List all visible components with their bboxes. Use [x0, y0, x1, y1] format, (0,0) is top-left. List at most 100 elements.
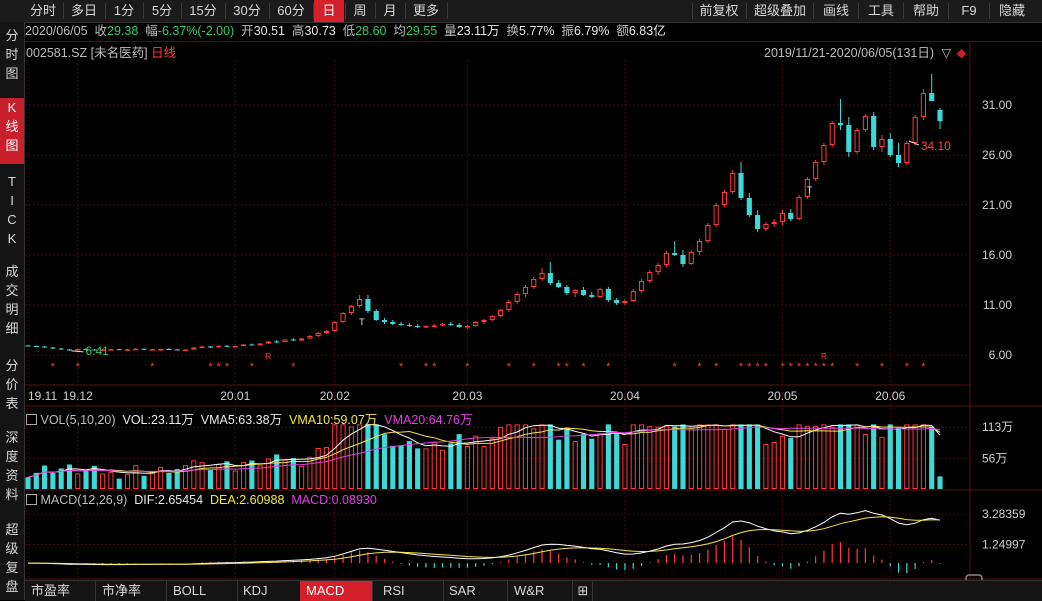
low-label: 低	[342, 24, 356, 38]
signal-star: *	[780, 361, 785, 373]
volume-bar-up	[133, 465, 139, 489]
period-more[interactable]: 更多	[412, 3, 439, 18]
period-1min[interactable]: 1分	[113, 3, 135, 18]
candle-body-up	[854, 130, 860, 152]
period-fenshi[interactable]: 分时	[29, 3, 56, 18]
candle-body-up	[481, 320, 487, 322]
candle-body-up	[804, 179, 810, 197]
volume-bar-up	[439, 449, 446, 490]
pin-icon[interactable]: ◆	[956, 46, 967, 60]
volume-bar-up	[315, 447, 321, 489]
tab-sar[interactable]: SAR	[443, 581, 508, 601]
candle-body-down	[680, 255, 686, 264]
volume-bar-up	[357, 424, 363, 489]
tab-boll[interactable]: BOLL	[167, 581, 238, 601]
volume-bar-up	[821, 424, 827, 489]
period-15min[interactable]: 15分	[189, 3, 217, 18]
draw-line-button[interactable]: 画线	[822, 3, 849, 18]
period-week[interactable]: 周	[353, 3, 367, 18]
candle-body-up	[730, 173, 736, 192]
candle-body-down	[406, 325, 412, 326]
volume-bar-up	[182, 465, 189, 490]
tab-kdj[interactable]: KDJ	[237, 581, 304, 601]
candle-body-down	[929, 93, 935, 101]
volume-bar-down	[166, 472, 172, 489]
signal-star: *	[606, 361, 611, 373]
candle-body-up	[705, 225, 711, 241]
fq-button[interactable]: 前复权	[699, 3, 739, 18]
candle-body-up	[182, 349, 189, 352]
period-day[interactable]: 日	[314, 0, 344, 22]
signal-star: *	[789, 361, 794, 373]
sidebar-item-price-table[interactable]: 分价表	[5, 358, 19, 411]
sidebar-item-trade-detail[interactable]: 成交明细	[5, 264, 19, 336]
volume-bar-up	[257, 465, 263, 489]
candle-body-up	[912, 117, 918, 143]
period-30min[interactable]: 30分	[233, 3, 261, 18]
candle-body-up	[323, 331, 330, 333]
volume-bar-up	[108, 472, 114, 489]
tab-pe[interactable]: 市盈率	[25, 581, 96, 601]
volume-bar-down	[390, 445, 396, 489]
tab-pb[interactable]: 市净率	[96, 581, 167, 601]
f9-button[interactable]: F9	[961, 3, 977, 18]
sidebar-item-timeshare[interactable]: 分时图	[5, 28, 19, 81]
volume-bar-up	[572, 441, 578, 489]
volume-bar-down	[929, 426, 935, 489]
candle-body-up	[638, 281, 645, 291]
turnover-value: 5.77%	[519, 24, 555, 38]
volume-bar-up	[531, 428, 537, 489]
sidebar-item-replay[interactable]: 超级复盘	[5, 522, 19, 594]
help-button[interactable]: 帮助	[912, 3, 939, 18]
signal-star: *	[250, 361, 255, 373]
candle-body-up	[216, 345, 222, 348]
volume-bar-up	[663, 425, 669, 490]
period-month[interactable]: 月	[383, 3, 397, 18]
candle-body-up	[655, 265, 661, 272]
vol-checkbox-icon[interactable]	[26, 414, 37, 425]
period-60min[interactable]: 60分	[277, 3, 305, 18]
period-5min[interactable]: 5分	[151, 3, 173, 18]
volume-bar-down	[25, 477, 31, 489]
r-marker: R	[266, 352, 272, 361]
volume-bar-down	[614, 432, 620, 489]
stock-name: [未名医药]	[90, 46, 148, 60]
volume-bar-down	[398, 445, 404, 489]
candle-body-up	[439, 324, 446, 326]
tab-macd[interactable]: MACD	[300, 581, 373, 601]
tools-button[interactable]: 工具	[867, 3, 894, 18]
candle-body-up	[506, 302, 512, 310]
macd-checkbox-icon[interactable]	[26, 494, 37, 505]
candle-body-down	[846, 125, 852, 152]
candle-body-down	[58, 348, 64, 350]
hide-button[interactable]: 隐藏	[998, 3, 1025, 18]
volume-bar-up	[506, 424, 512, 489]
tab-rsi[interactable]: RSI	[377, 581, 444, 601]
stock-code: 002581.SZ	[26, 46, 88, 60]
price-panel: 34.106.41* * * * * * * * * * * * * * * * * * * * * * * * * * * * * * *…	[25, 74, 951, 373]
date-tick-label: 19.11	[28, 389, 57, 403]
vol-value: VOL:23.11万	[122, 413, 194, 427]
candle-body-up	[332, 322, 338, 331]
chevron-down-icon[interactable]: ▽	[941, 46, 952, 60]
signal-star: *	[465, 361, 470, 373]
vma5-line	[27, 424, 941, 478]
signal-star: *	[880, 361, 885, 373]
sidebar-item-deep-info[interactable]: 深度资料	[5, 430, 19, 502]
candle-body-up	[630, 291, 636, 301]
period-multiday[interactable]: 多日	[70, 3, 97, 18]
volume-bar-up	[522, 424, 529, 489]
volume-bar-up	[854, 424, 860, 490]
candle-body-down	[174, 349, 180, 351]
price-tick-label: 16.00	[982, 248, 1012, 262]
candle-body-down	[755, 215, 761, 229]
tab-wr[interactable]: W&R	[508, 581, 573, 601]
overlay-button[interactable]: 超级叠加	[753, 3, 806, 18]
candle-body-up	[879, 139, 885, 147]
signal-star: *	[76, 361, 81, 373]
volume-bar-down	[456, 434, 462, 489]
add-tab-button[interactable]: ⊞	[574, 581, 593, 601]
